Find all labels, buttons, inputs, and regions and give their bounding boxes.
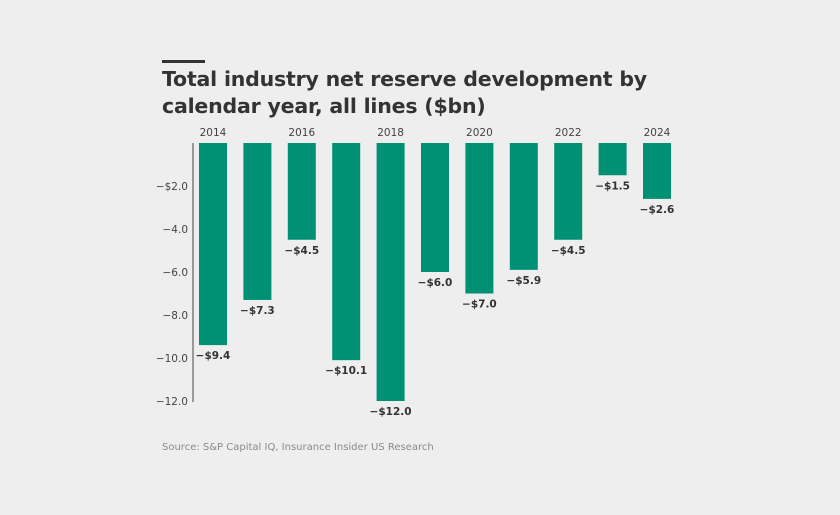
data-label-2014: −$9.4	[196, 350, 231, 362]
bar-2014	[199, 143, 227, 346]
bar-2015	[243, 143, 272, 300]
y-tick-label: −10.0	[156, 353, 188, 365]
source-note: Source: S&P Capital IQ, Insurance Inside…	[162, 442, 434, 453]
title-accent-rule	[162, 60, 205, 63]
data-label-2019: −$6.0	[418, 277, 453, 289]
y-tick-label: −$2.0	[156, 181, 188, 193]
x-tick-label-2018: 2018	[377, 127, 404, 139]
x-tick-label-2020: 2020	[466, 127, 493, 139]
x-tick-label-2014: 2014	[200, 127, 227, 139]
bar-2021	[509, 143, 538, 270]
bar-2018	[376, 143, 405, 401]
chart-title: Total industry net reserve development b…	[162, 67, 647, 118]
data-label-2017: −$10.1	[325, 365, 367, 377]
x-tick-label-2024: 2024	[644, 127, 671, 139]
bar-2019	[421, 143, 449, 272]
x-tick-label-2022: 2022	[555, 127, 582, 139]
data-label-2023: −$1.5	[595, 180, 630, 192]
y-tick-label: −12.0	[156, 396, 188, 408]
bar-2016	[287, 143, 316, 240]
data-label-2020: −$7.0	[462, 299, 497, 311]
y-tick-label: −6.0	[163, 267, 189, 279]
y-tick-label: −8.0	[163, 310, 189, 322]
bar-2022	[554, 143, 583, 240]
bar-2023	[598, 143, 627, 176]
data-label-2021: −$5.9	[506, 275, 541, 287]
bar-2017	[332, 143, 361, 361]
data-label-2018: −$12.0	[370, 406, 412, 418]
bar-2020	[465, 143, 494, 294]
data-label-2016: −$4.5	[284, 245, 319, 257]
y-tick-label: −4.0	[163, 224, 189, 236]
data-label-2015: −$7.3	[240, 305, 275, 317]
data-label-2022: −$4.5	[551, 245, 586, 257]
data-label-2024: −$2.6	[640, 204, 675, 216]
x-tick-label-2016: 2016	[288, 127, 315, 139]
bar-2024	[643, 143, 671, 199]
